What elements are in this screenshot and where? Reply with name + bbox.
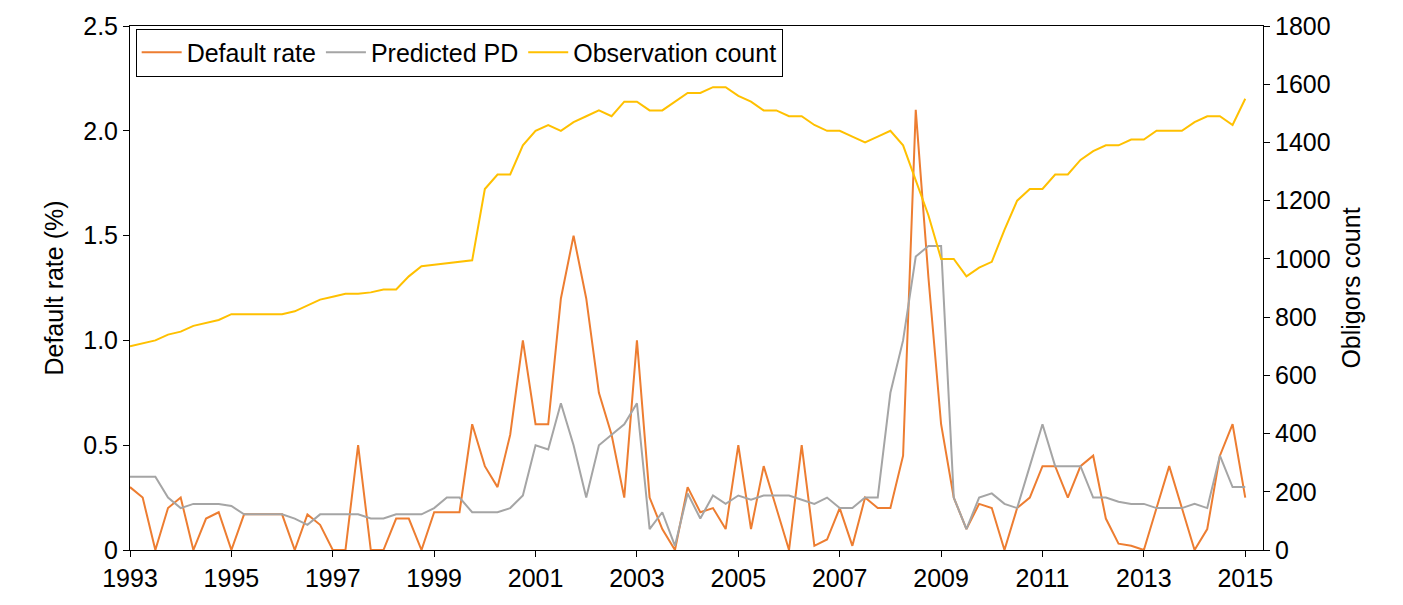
svg-text:0: 0 (1275, 536, 1289, 564)
svg-text:1600: 1600 (1275, 70, 1331, 98)
svg-text:Default rate: Default rate (187, 39, 316, 67)
svg-text:2.0: 2.0 (83, 117, 118, 145)
svg-text:2001: 2001 (508, 564, 564, 592)
svg-text:2007: 2007 (812, 564, 868, 592)
svg-text:Predicted PD: Predicted PD (371, 39, 518, 67)
svg-text:1.5: 1.5 (83, 221, 118, 249)
svg-text:2015: 2015 (1217, 564, 1273, 592)
svg-text:1400: 1400 (1275, 128, 1331, 156)
svg-text:400: 400 (1275, 419, 1317, 447)
svg-text:2013: 2013 (1116, 564, 1172, 592)
svg-text:1993: 1993 (102, 564, 158, 592)
svg-text:2003: 2003 (609, 564, 665, 592)
svg-text:Observation count: Observation count (573, 39, 776, 67)
svg-text:1200: 1200 (1275, 186, 1331, 214)
svg-text:1997: 1997 (305, 564, 361, 592)
svg-text:1.0: 1.0 (83, 326, 118, 354)
svg-text:800: 800 (1275, 303, 1317, 331)
svg-text:Default rate (%): Default rate (%) (40, 200, 68, 375)
svg-text:1999: 1999 (406, 564, 462, 592)
svg-text:2009: 2009 (913, 564, 969, 592)
svg-text:1800: 1800 (1275, 12, 1331, 40)
svg-text:Obligors count: Obligors count (1337, 207, 1365, 368)
svg-text:200: 200 (1275, 478, 1317, 506)
svg-text:1995: 1995 (204, 564, 260, 592)
svg-text:0.5: 0.5 (83, 431, 118, 459)
svg-text:2.5: 2.5 (83, 12, 118, 40)
svg-text:1000: 1000 (1275, 245, 1331, 273)
svg-text:2011: 2011 (1016, 564, 1070, 592)
svg-text:0: 0 (104, 536, 118, 564)
svg-text:2005: 2005 (711, 564, 767, 592)
svg-text:600: 600 (1275, 361, 1317, 389)
